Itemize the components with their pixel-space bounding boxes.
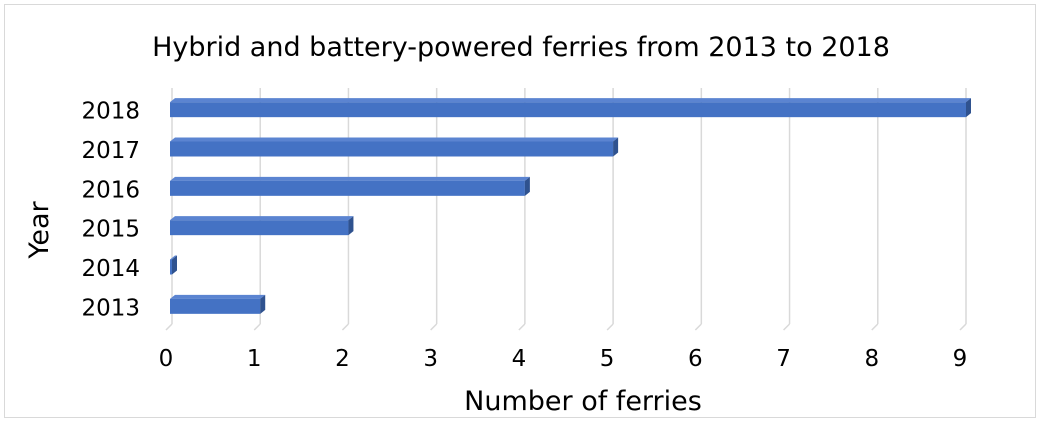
x-tick-label: 8: [864, 346, 879, 372]
chart-frame: [4, 4, 1036, 418]
bar-side-face: [524, 176, 530, 196]
bar-top-face: [170, 255, 177, 260]
bar-side-face: [966, 98, 971, 118]
bars: [170, 98, 971, 314]
x-tick-label: 6: [688, 346, 703, 372]
bar-2016: [170, 176, 530, 196]
bar-side-face: [613, 137, 619, 157]
bar-front-face: [170, 180, 525, 196]
bar-top-face: [170, 176, 530, 181]
grid-line-foot: [253, 323, 261, 331]
y-tick-label: 2017: [81, 138, 140, 164]
grid-line-foot: [783, 323, 791, 331]
y-tick-labels: 2013 2014 2015 2016 2017 2018: [81, 99, 140, 322]
grid-lines: [165, 88, 967, 331]
x-tick-label: 4: [512, 346, 527, 372]
y-axis-label: Year: [24, 201, 55, 260]
x-tick-labels: 0 1 2 3 4 5 6 7 8 9: [159, 346, 968, 372]
grid-line-foot: [959, 323, 967, 331]
bar-front-face: [170, 259, 172, 275]
x-tick-label: 3: [423, 346, 438, 372]
y-tick-label: 2015: [81, 217, 140, 243]
bar-front-face: [170, 298, 261, 314]
x-tick-label: 2: [335, 346, 350, 372]
x-tick-label: 5: [600, 346, 615, 372]
bar-front-face: [170, 141, 614, 157]
bar-2015: [170, 216, 354, 236]
bar-side-face: [260, 294, 266, 314]
y-tick-label: 2013: [81, 295, 140, 321]
grid-line-foot: [606, 323, 614, 331]
x-tick-label: 0: [159, 346, 174, 372]
x-axis-label: Number of ferries: [464, 386, 702, 417]
grid-line-foot: [341, 323, 349, 331]
bar-2017: [170, 137, 619, 157]
bar-front-face: [170, 220, 349, 236]
grid-line-foot: [165, 323, 173, 331]
grid-line-foot: [871, 323, 879, 331]
y-tick-label: 2014: [81, 256, 140, 282]
grid-line-foot: [518, 323, 526, 331]
bar-side-face: [172, 255, 177, 275]
grid-line-foot: [694, 323, 702, 331]
bar-top-face: [170, 98, 971, 103]
bar-side-face: [348, 216, 354, 236]
bar-top-face: [170, 294, 266, 299]
bar-top-face: [170, 216, 354, 221]
x-tick-label: 1: [247, 346, 262, 372]
bar-2013: [170, 294, 266, 314]
chart-title: Hybrid and battery-powered ferries from …: [152, 32, 890, 63]
bar-top-face: [170, 137, 619, 142]
bar-front-face: [170, 102, 966, 118]
x-tick-label: 9: [953, 346, 968, 372]
y-tick-label: 2018: [81, 99, 140, 125]
grid-line-foot: [430, 323, 438, 331]
x-tick-label: 7: [776, 346, 791, 372]
y-tick-label: 2016: [81, 177, 140, 203]
bar-2018: [170, 98, 971, 118]
bar-2014: [170, 255, 177, 275]
